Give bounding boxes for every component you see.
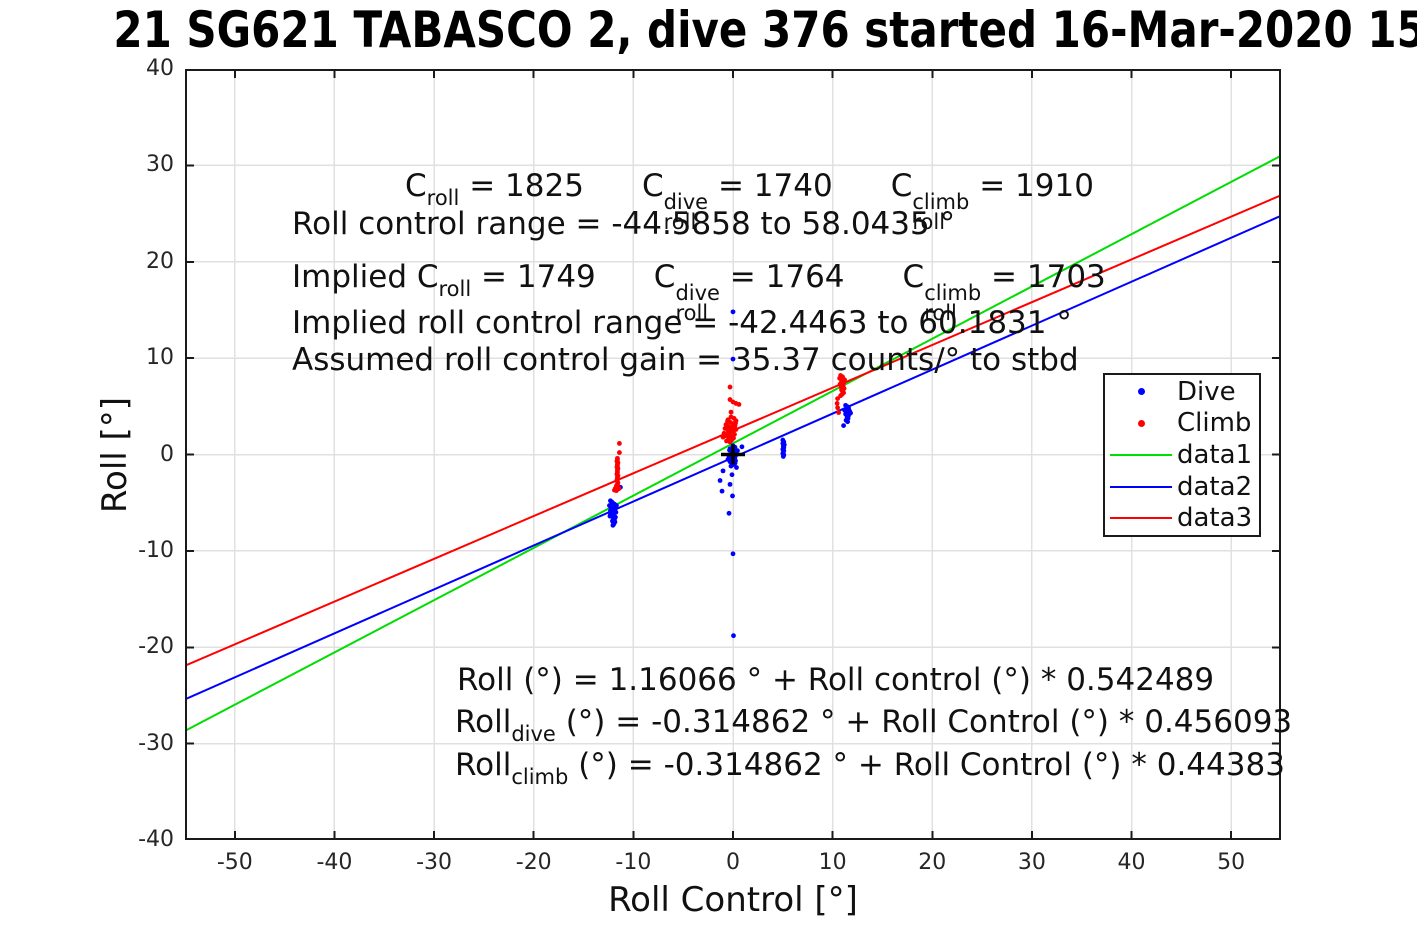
y-tick-label: -30 <box>138 730 174 756</box>
legend-entry-data2: data2 <box>1105 472 1259 502</box>
x-tick-label: 40 <box>1117 850 1146 875</box>
annotation-roll-dive-fit-equation: Rolldive (°) = -0.314862 ° + Roll Contro… <box>455 704 1293 746</box>
legend-entry-dive: Dive <box>1105 377 1259 407</box>
legend-label: data3 <box>1177 503 1253 534</box>
y-tick-label: -10 <box>138 537 174 563</box>
legend-label: data1 <box>1177 439 1253 470</box>
x-tick-label: 20 <box>918 850 947 875</box>
x-tick-label: -30 <box>416 850 453 875</box>
data2-line-icon <box>1105 485 1177 488</box>
x-axis-label: Roll Control [°] <box>608 880 858 920</box>
annotation-assumed-roll-gain: Assumed roll control gain = 35.37 counts… <box>292 342 1079 378</box>
x-tick-label: -40 <box>316 850 353 875</box>
legend-entry-data1: data1 <box>1105 440 1259 470</box>
fit-line-data1 <box>185 154 1281 732</box>
figure-title: 21 SG621 TABASCO 2, dive 376 started 16-… <box>113 1 1417 59</box>
data1-line-icon <box>1105 453 1177 456</box>
gridlines <box>185 69 1281 840</box>
y-tick-label: 10 <box>146 345 174 371</box>
climb-points <box>612 373 847 494</box>
x-tick-label: 50 <box>1217 850 1246 875</box>
legend-entry-data3: data3 <box>1105 503 1259 533</box>
legend: Dive Climb data1 data2 data3 <box>1103 373 1261 537</box>
annotation-roll-fit-equation: Roll (°) = 1.16066 ° + Roll control (°) … <box>457 662 1215 698</box>
dive-marker-icon <box>1105 388 1177 396</box>
y-axis-label: Roll [°] <box>95 396 135 514</box>
legend-label: Climb <box>1177 408 1252 439</box>
legend-label: Dive <box>1177 376 1236 407</box>
plot-area <box>185 69 1281 840</box>
x-tick-label: 30 <box>1017 850 1046 875</box>
x-tick-label: -10 <box>615 850 652 875</box>
x-tick-label: 10 <box>818 850 847 875</box>
annotation-roll-climb-fit-equation: Rollclimb (°) = -0.314862 ° + Roll Contr… <box>455 747 1285 789</box>
x-tick-label: -50 <box>216 850 253 875</box>
axes-box <box>185 69 1281 840</box>
y-tick-label: 0 <box>160 441 174 467</box>
x-tick-label: 0 <box>726 850 740 875</box>
annotation-implied-roll-control-range: Implied roll control range = -42.4463 to… <box>292 305 1072 341</box>
x-tick-label: -20 <box>515 850 552 875</box>
legend-label: data2 <box>1177 471 1253 502</box>
annotation-roll-control-range: Roll control range = -44.5858 to 58.0435… <box>292 206 956 242</box>
data3-line-icon <box>1105 517 1177 520</box>
y-tick-label: -40 <box>138 827 174 852</box>
climb-marker-icon <box>1105 419 1177 427</box>
y-tick-label: 30 <box>146 152 174 178</box>
y-tick-label: -20 <box>138 634 174 660</box>
y-tick-label: 20 <box>146 248 174 274</box>
y-tick-label: 40 <box>146 56 174 81</box>
origin-plus-marker <box>721 444 745 465</box>
legend-entry-climb: Climb <box>1105 408 1259 438</box>
